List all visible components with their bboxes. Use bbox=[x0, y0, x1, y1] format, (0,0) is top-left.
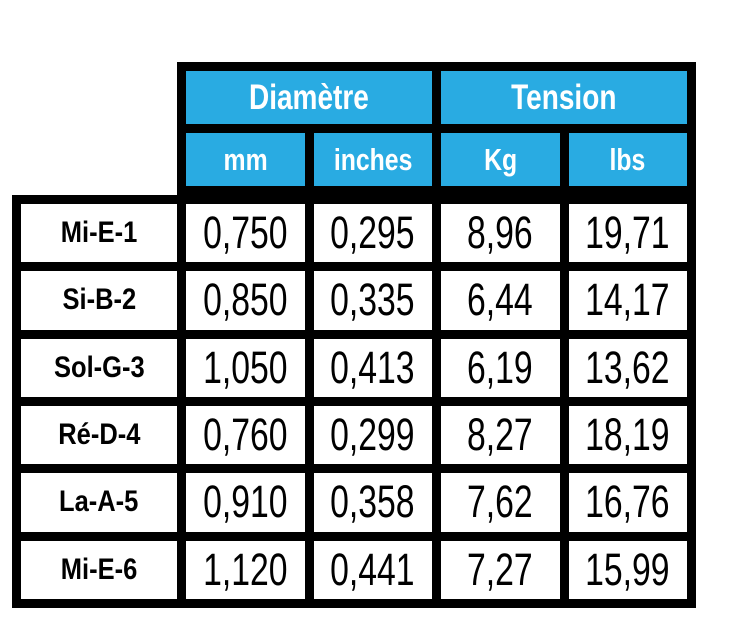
row-label: Sol-G-3 bbox=[53, 350, 145, 384]
cell-value: 0,358 bbox=[330, 476, 415, 528]
data-cell-mm: 0,850 bbox=[186, 271, 305, 330]
cell-value: 7,62 bbox=[467, 476, 534, 528]
cell-value: 0,295 bbox=[330, 207, 415, 259]
group-header-tension: Tension bbox=[441, 71, 687, 124]
data-cell-kg: 7,27 bbox=[441, 540, 560, 599]
cell-value: 8,27 bbox=[467, 409, 534, 461]
data-cell-inches: 0,441 bbox=[313, 540, 432, 599]
cell-value: 0,910 bbox=[203, 476, 288, 528]
data-cell-lbs: 14,17 bbox=[568, 271, 687, 330]
row-label: Mi-E-1 bbox=[60, 216, 138, 250]
data-cell-lbs: 15,99 bbox=[568, 540, 687, 599]
data-cell-mm: 0,760 bbox=[186, 405, 305, 465]
row-label-cell: Si-B-2 bbox=[21, 271, 177, 330]
data-cell-inches: 0,295 bbox=[313, 204, 432, 263]
row-label-cell: La-A-5 bbox=[21, 473, 177, 532]
cell-value: 6,44 bbox=[467, 274, 534, 326]
group-header-diametre: Diamètre bbox=[186, 71, 432, 124]
row-label: Mi-E-6 bbox=[60, 552, 138, 586]
cell-value: 0,441 bbox=[330, 543, 415, 595]
row-label: Ré-D-4 bbox=[57, 418, 141, 452]
data-cell-lbs: 16,76 bbox=[568, 473, 687, 532]
data-cell-mm: 0,910 bbox=[186, 473, 305, 532]
cell-value: 0,760 bbox=[203, 409, 288, 461]
cell-value: 19,71 bbox=[585, 207, 670, 259]
cell-value: 16,76 bbox=[585, 476, 670, 528]
row-label-cell: Sol-G-3 bbox=[21, 338, 177, 397]
data-cell-kg: 6,19 bbox=[441, 338, 560, 397]
cell-value: 1,120 bbox=[203, 543, 288, 595]
data-cell-mm: 1,050 bbox=[186, 338, 305, 397]
row-label-cell: Ré-D-4 bbox=[21, 405, 177, 465]
subheader-label: mm bbox=[223, 141, 268, 177]
subheader-cell-lbs: lbs bbox=[568, 133, 687, 186]
data-cell-kg: 8,96 bbox=[441, 204, 560, 263]
row-label: Si-B-2 bbox=[62, 283, 136, 317]
cell-value: 0,299 bbox=[330, 409, 415, 461]
data-cell-lbs: 18,19 bbox=[568, 405, 687, 465]
group-header-label: Diamètre bbox=[249, 77, 369, 117]
cell-value: 0,850 bbox=[203, 274, 288, 326]
subheader-label: lbs bbox=[609, 141, 646, 177]
data-cell-mm: 0,750 bbox=[186, 204, 305, 263]
data-cell-kg: 6,44 bbox=[441, 271, 560, 330]
subheader-label: Kg bbox=[483, 141, 517, 177]
row-label-cell: Mi-E-1 bbox=[21, 204, 177, 263]
cell-value: 1,050 bbox=[203, 341, 288, 393]
data-cell-inches: 0,335 bbox=[313, 271, 432, 330]
cell-value: 18,19 bbox=[585, 409, 670, 461]
data-cell-kg: 7,62 bbox=[441, 473, 560, 532]
data-cell-inches: 0,299 bbox=[313, 405, 432, 465]
row-label: La-A-5 bbox=[59, 485, 139, 519]
row-label-cell: Mi-E-6 bbox=[21, 540, 177, 599]
table-header: Diamètre Tension mm inches Kg lbs bbox=[177, 62, 696, 195]
subheader-label: inches bbox=[333, 141, 413, 177]
cell-value: 0,335 bbox=[330, 274, 415, 326]
cell-value: 15,99 bbox=[585, 543, 670, 595]
cell-value: 6,19 bbox=[467, 341, 534, 393]
table-body: Mi-E-1 0,750 0,295 8,96 19,71 Si-B-2 0,8… bbox=[12, 195, 696, 608]
data-cell-inches: 0,413 bbox=[313, 338, 432, 397]
data-cell-inches: 0,358 bbox=[313, 473, 432, 532]
group-header-label: Tension bbox=[511, 77, 617, 117]
data-cell-kg: 8,27 bbox=[441, 405, 560, 465]
data-cell-mm: 1,120 bbox=[186, 540, 305, 599]
subheader-cell-kg: Kg bbox=[441, 133, 560, 186]
cell-value: 0,413 bbox=[330, 341, 415, 393]
subheader-cell-inches: inches bbox=[313, 133, 432, 186]
data-cell-lbs: 13,62 bbox=[568, 338, 687, 397]
cell-value: 13,62 bbox=[585, 341, 670, 393]
cell-value: 0,750 bbox=[203, 207, 288, 259]
subheader-cell-mm: mm bbox=[186, 133, 305, 186]
cell-value: 14,17 bbox=[585, 274, 670, 326]
data-cell-lbs: 19,71 bbox=[568, 204, 687, 263]
cell-value: 8,96 bbox=[467, 207, 534, 259]
cell-value: 7,27 bbox=[467, 543, 534, 595]
